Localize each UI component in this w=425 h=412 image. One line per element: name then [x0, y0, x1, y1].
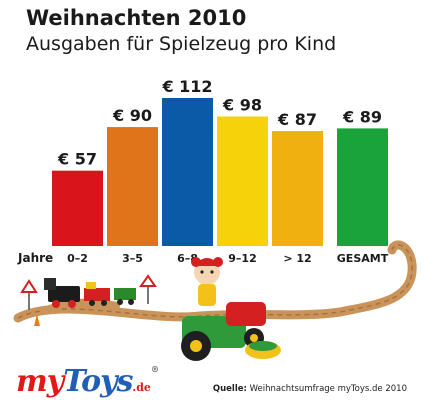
- toy-train-icon: [44, 278, 136, 308]
- bar-5: [272, 131, 323, 246]
- category-label-6: GESAMT: [337, 252, 389, 265]
- value-label-1: € 57: [57, 150, 97, 169]
- value-label-4: € 98: [222, 96, 262, 115]
- category-label-2: 3–5: [122, 252, 143, 265]
- bar-1: [52, 170, 103, 246]
- wooden-track-groove: [17, 244, 413, 319]
- chart-title: Weihnachten 2010: [26, 6, 247, 30]
- mytoys-logo: myToys.de®: [16, 364, 159, 399]
- wooden-track-left: [38, 298, 121, 316]
- category-label-5: > 12: [283, 252, 311, 265]
- value-label-6: € 89: [342, 107, 382, 126]
- traffic-cone-icon: [34, 314, 40, 326]
- value-label-2: € 90: [112, 106, 152, 125]
- toy-figure-icon: [191, 257, 223, 306]
- bar-6: [337, 128, 388, 246]
- x-axis-prefix: Jahre: [17, 251, 53, 265]
- crossing-sign-icon: [139, 274, 157, 304]
- value-label-5: € 87: [277, 110, 317, 129]
- bar-2: [107, 127, 158, 246]
- bar-4: [217, 116, 268, 246]
- toy-tractor-icon: [181, 302, 266, 361]
- toy-bowl-icon: [245, 341, 281, 359]
- warning-sign-icon: [20, 279, 38, 310]
- bar-3: [162, 98, 213, 246]
- source-text: Weihnachtsumfrage myToys.de 2010: [249, 384, 407, 394]
- category-label-1: 0–2: [67, 252, 88, 265]
- source-note: Quelle: Weihnachtsumfrage myToys.de 2010: [213, 384, 407, 394]
- source-label: Quelle:: [212, 384, 247, 394]
- category-label-4: 9–12: [228, 252, 256, 265]
- value-label-3: € 112: [161, 77, 212, 96]
- chart-subtitle: Ausgaben für Spielzeug pro Kind: [26, 33, 337, 55]
